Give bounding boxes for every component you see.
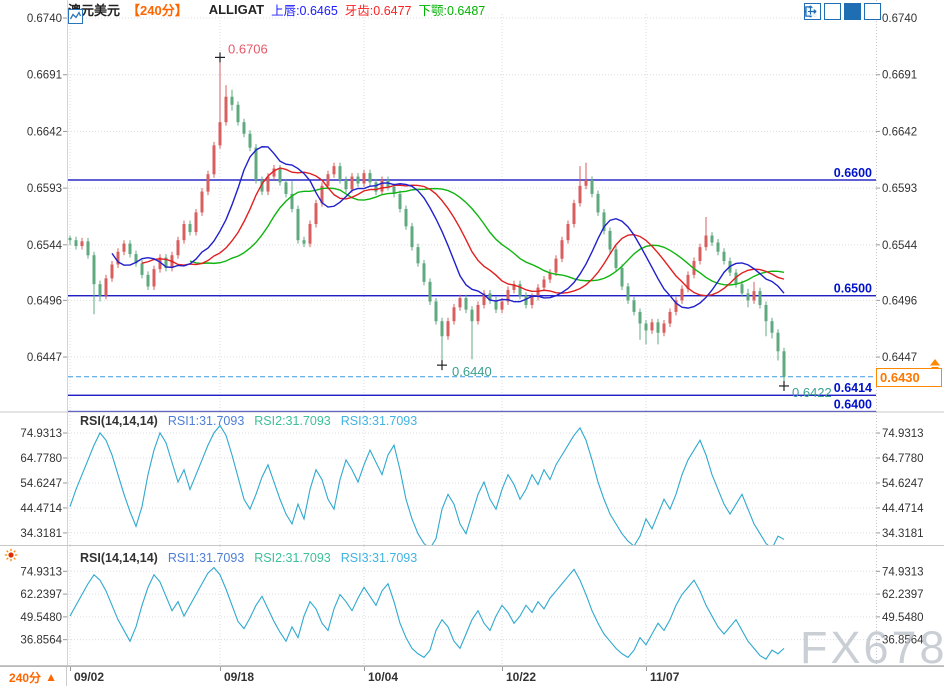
svg-text:62.2397: 62.2397 [882,589,924,601]
svg-text:0.6544: 0.6544 [882,240,918,252]
timeframe-up-arrow-icon: ▲ [45,670,57,684]
axis-scale-button[interactable] [805,3,841,20]
rsi2-value-3: RSI3:31.7093 [340,551,418,565]
svg-text:36.8564: 36.8564 [882,635,924,647]
svg-text:62.2397: 62.2397 [20,589,62,601]
rsi1-value-1: RSI1:31.7093 [167,414,245,428]
svg-text:64.7780: 64.7780 [20,453,62,465]
svg-text:0.6706: 0.6706 [228,41,268,56]
rsi2-value-2: RSI2:31.7093 [254,551,331,565]
rsi-line [69,566,785,660]
exit-icon [805,6,817,17]
rsi1-value-2: RSI2:31.7093 [254,414,331,428]
svg-text:49.5480: 49.5480 [882,612,924,624]
svg-text:0.6600: 0.6600 [834,166,872,180]
svg-text:36.8564: 36.8564 [20,635,62,647]
x-axis-label: 10/04 [368,670,399,684]
svg-text:0.6447: 0.6447 [882,352,917,364]
alligator-teeth-value: 牙齿:0.6477 [344,3,412,18]
svg-text:74.9313: 74.9313 [20,566,62,578]
svg-text:0.6544: 0.6544 [27,240,63,252]
svg-text:0.6496: 0.6496 [27,295,62,307]
svg-text:54.6247: 54.6247 [20,478,62,490]
svg-text:74.9313: 74.9313 [882,428,924,440]
svg-text:44.4714: 44.4714 [882,503,924,515]
svg-text:0.6593: 0.6593 [27,183,62,195]
x-axis-tick [70,667,71,671]
exit-chart-button[interactable] [805,3,881,20]
rsi2-title: RSI(14,14,14) [80,551,158,565]
svg-text:0.6642: 0.6642 [27,126,62,138]
annotations: 0.6706 0.6440 0.6422 [215,41,832,400]
current-price-tag: 0.6430 [876,367,942,387]
price-levels: 0.6600 0.6500 0.6414 0.6400 [68,166,876,413]
bottom-timeframe-label: 240分 [9,670,42,685]
rsi1-title: RSI(14,14,14) [80,414,158,428]
svg-text:0.6440: 0.6440 [452,364,492,379]
svg-text:0.6447: 0.6447 [27,352,62,364]
svg-text:0.6740: 0.6740 [882,13,917,25]
rsi-panel-2[interactable]: 74.9313 74.9313 62.2397 62.2397 49.5480 49.54… [0,546,944,666]
bottom-timeframe-button[interactable]: 240分 ▲ [0,667,67,686]
x-axis-label: 10/22 [506,670,537,684]
rsi2-header: RSI(14,14,14) RSI1:31.7093 RSI2:31.7093 … [80,551,417,565]
time-axis: 240分 ▲ 09/02 09/18 10/04 10/22 11/07 [0,666,944,686]
svg-text:34.3181: 34.3181 [882,528,924,540]
alligator-teeth-line [141,167,785,297]
x-axis-tick [502,667,503,671]
svg-text:74.9313: 74.9313 [20,428,62,440]
axis-scale-active-button[interactable] [805,3,861,20]
svg-text:0.6593: 0.6593 [882,183,917,195]
x-axis-label: 09/02 [74,670,105,684]
main-price-chart[interactable]: 0.6740 0.6740 0.6691 0.6691 0.6642 0.6642 0.65… [0,0,944,413]
chart-toolbar [804,3,881,20]
x-axis-tick [220,667,221,671]
alligator-lines [111,146,785,309]
svg-text:0.6422: 0.6422 [792,385,832,400]
indicator-name: ALLIGAT [208,1,265,17]
svg-text:0.6642: 0.6642 [882,126,917,138]
svg-text:0.6740: 0.6740 [27,13,62,25]
rsi1-value-3: RSI3:31.7093 [340,414,418,428]
rsi-line [69,424,785,546]
alligator-jaw-value: 下颚:0.6487 [418,3,486,18]
chart-header: 澳元美元 【240分】 ALLIGAT 上唇:0.6465 牙齿:0.6477 … [68,1,486,24]
x-axis-label: 11/07 [650,670,680,684]
svg-text:0.6691: 0.6691 [27,70,62,82]
svg-text:0.6500: 0.6500 [834,282,872,296]
svg-text:0.6400: 0.6400 [834,397,872,411]
alligator-lips-value: 上唇:0.6465 [271,3,338,18]
x-axis-label: 09/18 [224,670,255,684]
alligator-lips-line [111,146,785,309]
alligator-jaw-line [189,187,785,286]
svg-text:64.7780: 64.7780 [882,453,924,465]
svg-text:0.6691: 0.6691 [882,70,917,82]
x-axis-tick [646,667,647,671]
rsi2-value-1: RSI1:31.7093 [167,551,245,565]
rsi1-header: RSI(14,14,14) RSI1:31.7093 RSI2:31.7093 … [80,414,417,428]
svg-text:34.3181: 34.3181 [20,528,62,540]
x-axis-tick [364,667,365,671]
svg-text:0.6496: 0.6496 [882,295,917,307]
svg-text:49.5480: 49.5480 [20,612,62,624]
svg-text:0.6414: 0.6414 [834,381,872,395]
svg-text:54.6247: 54.6247 [882,478,924,490]
candles [68,57,786,386]
rsi-panel-1[interactable]: 74.9313 74.9313 64.7780 64.7780 54.6247 54.62… [0,412,944,546]
timeframe-label: 【240分】 [127,2,188,18]
svg-text:74.9313: 74.9313 [882,566,924,578]
svg-text:44.4714: 44.4714 [20,503,62,515]
